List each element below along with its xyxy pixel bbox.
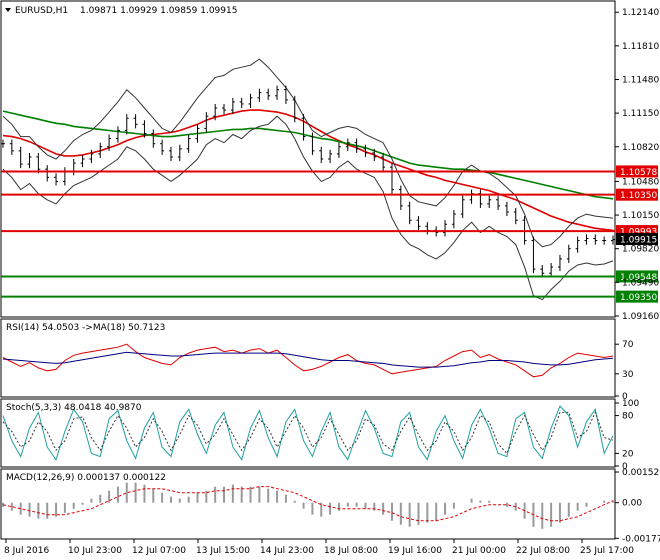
price-tick-label: 1.10150 (622, 211, 659, 221)
series-bb-upper (2, 58, 614, 248)
rsi-series-rsi-ma (2, 351, 614, 368)
price-tick-label: 1.11810 (622, 42, 659, 52)
price-tick-label: 1.09160 (622, 312, 659, 322)
stoch-tick-label: 0 (622, 462, 628, 472)
time-tick-label: 13 Jul 15:00 (196, 546, 250, 556)
stoch-tick-label: 20 (622, 449, 634, 459)
rsi-series-rsi (2, 343, 614, 378)
rsi-header: RSI(14) 54.0503 ->MA(18) 50.7123 (6, 323, 165, 333)
level-tag-1.09915 (616, 233, 658, 246)
price-tick-label: 1.09820 (622, 245, 659, 255)
series-ma-green (2, 110, 614, 200)
dropdown-triangle-icon[interactable] (5, 8, 11, 12)
stoch-tick-label: 80 (622, 412, 634, 422)
ohlc-values: 1.09871 1.09929 1.09859 1.09915 (80, 6, 237, 16)
series-bb-lower (2, 115, 614, 301)
stoch-series-stoch-signal (2, 411, 614, 455)
time-tick-label: 21 Jul 00:00 (452, 546, 506, 556)
price-tick-label: 1.12140 (622, 8, 659, 18)
stoch-header: Stoch(5,3,3) 48.0418 40.9870 (6, 403, 142, 413)
level-label-1.10350: 1.10350 (620, 191, 657, 201)
price-tick-label: 1.10480 (622, 177, 659, 187)
level-label-1.09993: 1.09993 (620, 228, 657, 238)
price-tick-label: 1.11480 (622, 75, 659, 85)
time-tick-label: 18 Jul 08:00 (324, 546, 378, 556)
rsi-panel: 70 30 0 (2, 340, 634, 402)
price-panel (1, 58, 615, 301)
level-tag-1.09350 (616, 290, 658, 303)
stoch-panel: 100 80 20 0 (2, 399, 639, 472)
price-axis: 1.12140 1.11810 1.11480 1.11150 1.10820 1.104… (615, 8, 659, 322)
macd-tick-label: -0.001776 (622, 534, 660, 544)
level-tag-1.09548 (616, 270, 658, 283)
level-label-1.10578: 1.10578 (620, 168, 657, 178)
macd-panel: 0.001529 0.00 -0.001776 (2, 468, 660, 544)
price-tick-label: 1.09490 (622, 278, 659, 288)
price-tick-label: 1.11150 (622, 109, 659, 119)
time-tick-label: 25 Jul 17:00 (580, 546, 634, 556)
time-tick-label: 19 Jul 16:00 (388, 546, 442, 556)
macd-tick-label: 0.00 (622, 499, 642, 509)
stoch-series-stoch-main (2, 405, 614, 461)
macd-header: MACD(12,26,9) 0.000137 0.000122 (6, 473, 166, 483)
level-label-1.09548: 1.09548 (620, 273, 657, 283)
chart-symbol-label: EURUSD,H1 (15, 6, 68, 16)
rsi-tick-label: 30 (622, 370, 634, 380)
price-tick-label: 1.10820 (622, 143, 659, 153)
rsi-tick-label: 0 (622, 392, 628, 402)
time-tick-label: 10 Jul 23:00 (68, 546, 122, 556)
time-tick-label: 12 Jul 07:00 (132, 546, 186, 556)
level-label-1.09915: 1.09915 (620, 236, 657, 246)
time-tick-label: 8 Jul 2016 (4, 546, 49, 556)
rsi-panel-frame (0, 318, 616, 398)
stoch-panel-frame (0, 398, 616, 468)
level-tag-1.10350 (616, 188, 658, 201)
time-axis: 8 Jul 2016 10 Jul 23:00 12 Jul 07:00 13 Jul… (4, 539, 634, 556)
time-tick-label: 22 Jul 08:00 (516, 546, 570, 556)
macd-panel-frame (0, 468, 616, 540)
rsi-tick-label: 70 (622, 340, 634, 350)
stoch-tick-label: 100 (622, 399, 639, 409)
level-label-1.09350: 1.09350 (620, 293, 657, 303)
macd-tick-label: 0.001529 (622, 468, 660, 478)
time-tick-label: 14 Jul 23:00 (260, 546, 314, 556)
price-panel-frame (0, 0, 616, 318)
level-tag-1.10578 (616, 165, 658, 178)
